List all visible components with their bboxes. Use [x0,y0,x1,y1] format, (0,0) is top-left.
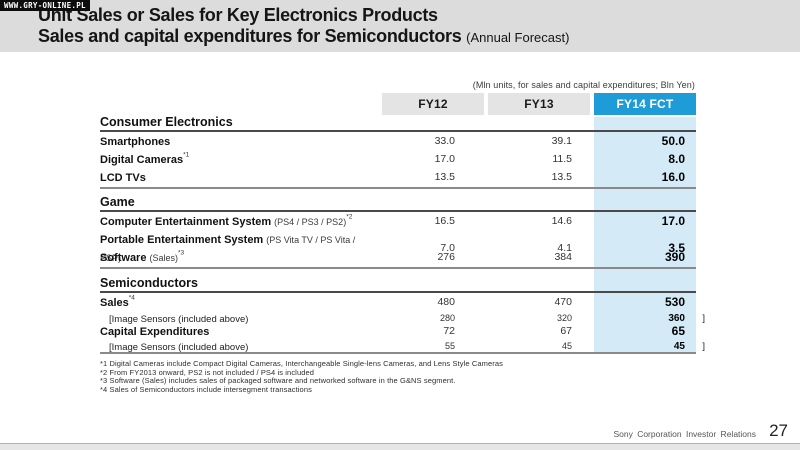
column-header-fy14-fct: FY14 FCT [594,93,696,115]
column-header-row: FY12 FY13 FY14 FCT [100,93,696,115]
footnotes: *1 Digital Cameras include Compact Digit… [100,359,660,394]
value-fy12: 276 [437,251,455,263]
value-fy14-fct: 8.0 [668,152,685,166]
value-fy13: 384 [554,251,572,263]
value-fy12: 55 [444,341,455,351]
column-header-fy12: FY12 [382,93,484,115]
section-divider [100,187,696,189]
footer-band [0,444,800,450]
section-title-semiconductors: Semiconductors [100,269,696,293]
value-fy13: 13.5 [551,171,572,183]
table-row-image-sensors-sales: [Image Sensors (included above) 280 320 … [100,309,705,326]
table-row-capital-expenditures: Capital Expenditures 72 67 65 [100,322,696,338]
value-fy13: 470 [554,296,572,308]
row-label: Capital Expenditures [100,326,210,338]
value-fy12: 7.0 [440,242,455,254]
value-fy12: 33.0 [434,135,455,147]
row-label: LCD TVs [100,172,146,184]
fy14-fct-column-highlight [594,117,696,352]
closing-bracket: ] [702,312,705,324]
value-fy14-fct: 17.0 [661,214,685,228]
page-number: 27 [769,421,788,440]
row-label: Portable Entertainment System (PS Vita TV… [100,234,356,263]
footnote-2: *2 From FY2013 onward, PS2 is not includ… [100,367,315,377]
row-label: Sales*4 [100,294,135,309]
value-fy12: 280 [439,313,455,323]
slide-title: Unit Sales or Sales for Key Electronics … [38,5,569,48]
row-label: Software (Sales)*3 [100,249,185,264]
table-row-computer-entertainment-system: Computer Entertainment System (PS4 / PS3 … [100,212,696,230]
table-row-smartphones: Smartphones 33.0 39.1 50.0 [100,132,696,150]
footnote-1: *1 Digital Cameras include Compact Digit… [100,359,503,368]
closing-bracket: ] [702,340,705,352]
table-row-lcd-tvs: LCD TVs 13.5 13.5 16.0 [100,168,696,186]
row-label: [Image Sensors (included above) [109,314,249,325]
title-line-1: Unit Sales or Sales for Key Electronics … [38,5,438,25]
footnote-ref-1: *1 [183,151,190,159]
value-fy14-fct: 65 [671,324,685,338]
value-fy13: 320 [556,313,572,323]
row-label: Computer Entertainment System (PS4 / PS3 … [100,213,353,228]
title-annual-forecast-note: (Annual Forecast) [466,30,570,45]
footer-company-label: Sony Corporation Investor Relations [613,429,756,439]
value-fy14-fct: 50.0 [661,134,685,148]
column-header-fy13: FY13 [488,93,590,115]
footnote-ref-3: *3 [177,249,185,257]
value-fy13: 4.1 [557,242,572,254]
footer-divider [0,443,800,444]
table-row-portable-entertainment-system: Portable Entertainment System (PS Vita TV… [100,230,696,263]
units-note: (Mln units, for sales and capital expend… [472,80,695,90]
table-row-image-sensors-capex: [Image Sensors (included above) 55 45 45… [100,337,705,354]
value-fy14-fct: 16.0 [661,170,685,184]
title-line-2-main: Sales and capital expenditures for Semic… [38,26,462,46]
table-row-semiconductors-sales: Sales*4 480 470 530 [100,293,696,309]
value-fy13: 11.5 [552,153,572,165]
section-divider [100,267,696,269]
footnote-ref-4: *4 [128,294,135,302]
value-fy14-fct: 45] [673,340,705,352]
row-label: Smartphones [100,136,171,148]
row-label: Digital Cameras*1 [100,151,190,166]
value-fy12: 16.5 [434,215,455,227]
value-fy13: 14.6 [551,215,572,227]
value-fy13: 67 [560,325,572,337]
footnote-4: *4 Sales of Semiconductors include inter… [100,384,312,394]
footnote-3: *3 Software (Sales) includes sales of pa… [100,376,456,386]
value-fy12: 13.5 [434,171,455,183]
value-fy13: 45 [561,341,572,351]
value-fy14-fct: 390 [664,250,685,264]
forecast-table: FY12 FY13 FY14 FCT Consumer Electronics … [100,93,705,354]
value-fy14-fct: 360] [668,312,705,324]
table-row-digital-cameras: Digital Cameras*1 17.0 11.5 8.0 [100,150,696,168]
footnote-ref-2: *2 [346,213,353,221]
section-title-consumer-electronics: Consumer Electronics [100,115,696,132]
row-label: [Image Sensors (included above) [109,342,249,353]
section-title-game: Game [100,189,696,212]
value-fy12: 72 [443,325,455,337]
value-fy12: 480 [437,296,455,308]
value-fy14-fct: 3.5 [668,241,685,255]
watermark: WWW.GRY-ONLINE.PL [0,0,90,11]
value-fy12: 17.0 [434,153,455,165]
table-bottom-rule [100,352,696,354]
value-fy13: 39.1 [551,135,572,147]
title-band [0,0,800,52]
value-fy14-fct: 530 [664,295,685,309]
table-row-software: Software (Sales)*3 276 384 390 [100,248,696,266]
title-line-2: Sales and capital expenditures for Semic… [38,26,569,48]
